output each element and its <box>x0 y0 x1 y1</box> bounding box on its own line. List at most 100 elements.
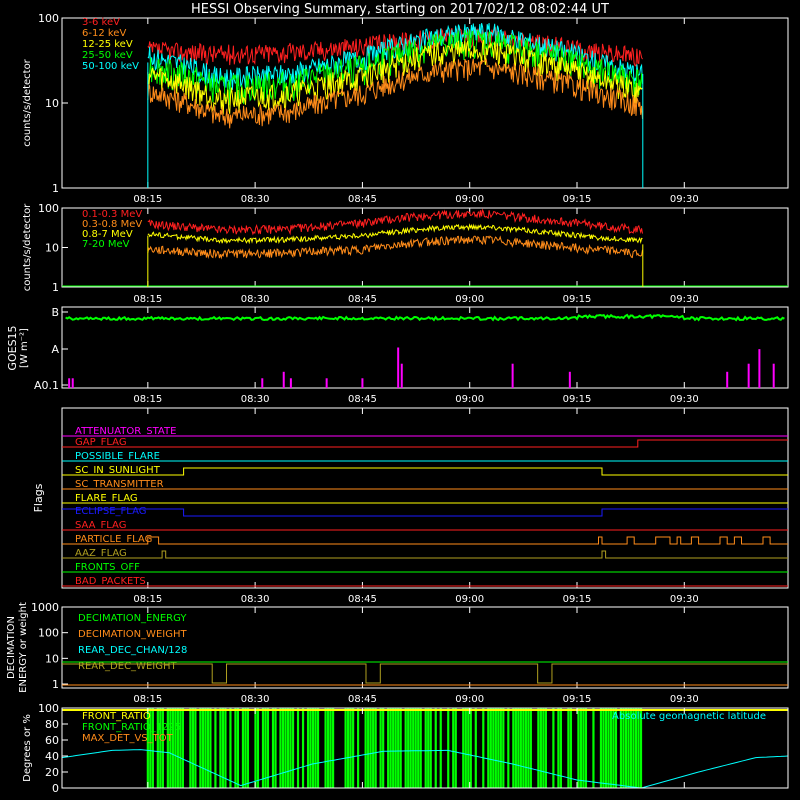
series-3 <box>147 29 643 106</box>
x-tick-label: 08:45 <box>348 694 377 705</box>
x-tick-label: 08:15 <box>133 594 162 605</box>
flag-label: FRONTS_OFF <box>75 562 140 573</box>
y-tick-label: 40 <box>45 750 59 763</box>
rear-dec-weight-line <box>62 663 788 684</box>
x-tick-label: 09:30 <box>670 294 699 305</box>
series-4 <box>147 22 643 90</box>
x-tick-label: 09:30 <box>670 394 699 405</box>
legend-entry: 50-100 keV <box>82 61 139 72</box>
y-tick-label: 60 <box>45 734 59 747</box>
x-tick-label: 09:30 <box>670 194 699 205</box>
legend-entry: DECIMATION_WEIGHT <box>78 629 187 640</box>
legend-entry: 0.1-0.3 MeV <box>82 209 142 220</box>
x-tick-label: 08:30 <box>241 394 270 405</box>
legend-entry: 25-50 keV <box>82 50 133 61</box>
y-tick-label: 100 <box>38 12 59 25</box>
flag-label: FLARE_FLAG <box>75 493 138 504</box>
y-tick-label: 1000 <box>31 601 59 614</box>
goes-panel-frame <box>61 306 789 389</box>
flag-line <box>62 536 788 545</box>
y-tick-label: 100 <box>38 627 59 640</box>
y-axis-label: Degrees or % <box>22 714 33 782</box>
x-tick-label: 08:45 <box>348 294 377 305</box>
x-tick-label: 09:15 <box>563 194 592 205</box>
flag-line <box>62 550 788 559</box>
y-tick-label: 10 <box>45 97 59 110</box>
x-tick-label: 08:30 <box>241 694 270 705</box>
flags-panel-frame <box>61 407 789 589</box>
legend-entry: FRONT_RATIO_1225 <box>82 722 181 733</box>
x-tick-label: 09:15 <box>563 294 592 305</box>
x-tick-label: 08:30 <box>241 294 270 305</box>
flag-label: SAA_FLAG <box>75 520 126 531</box>
x-tick-label: 08:45 <box>348 394 377 405</box>
legend-entry: 6-12 keV <box>82 28 126 39</box>
flag-label: ATTENUATOR_STATE <box>75 426 176 437</box>
goes-flux-line <box>65 313 785 322</box>
x-tick-label: 08:45 <box>348 194 377 205</box>
y-tick-label: 1 <box>52 182 59 195</box>
flag-line <box>62 439 788 448</box>
y-tick-label: 20 <box>45 766 59 779</box>
legend-entry: 0.8-7 MeV <box>82 229 133 240</box>
x-tick-label: 09:15 <box>563 594 592 605</box>
x-tick-label: 08:30 <box>241 594 270 605</box>
y-tick-label: A <box>51 343 59 356</box>
y-axis-label: counts/s/detector <box>22 58 33 146</box>
flag-label: AAZ_FLAG <box>75 548 127 559</box>
x-tick-label: 08:30 <box>241 194 270 205</box>
series-2 <box>147 39 643 115</box>
series-1 <box>147 58 643 129</box>
series-0 <box>147 208 643 236</box>
chart-title: HESSI Observing Summary, starting on 201… <box>191 2 609 17</box>
flag-label: BAD_PACKETS <box>75 576 146 587</box>
x-tick-label: 08:15 <box>133 694 162 705</box>
legend-entry: MAX_DET_VS_TOT <box>82 733 174 744</box>
legend-entry: REAR_DEC_CHAN/128 <box>78 645 187 656</box>
high-energy-panel-frame <box>61 207 789 288</box>
x-tick-label: 09:15 <box>563 694 592 705</box>
y-axis-label: DECIMATION <box>6 616 17 679</box>
y-tick-label: 1 <box>52 281 59 294</box>
legend-entry: 0.3-0.8 MeV <box>82 219 142 230</box>
flag-line <box>62 467 788 476</box>
x-tick-label: 08:15 <box>133 194 162 205</box>
x-tick-label: 09:00 <box>455 294 484 305</box>
series-1 <box>147 235 643 260</box>
decimation-panel-frame <box>61 606 789 689</box>
legend-entry: FRONT_RATIO <box>82 711 151 722</box>
x-tick-label: 09:00 <box>455 594 484 605</box>
series-2 <box>147 223 643 245</box>
y-tick-label: A0.1 <box>34 379 59 392</box>
x-tick-label: 09:30 <box>670 594 699 605</box>
y-tick-label: 100 <box>38 202 59 215</box>
y-tick-label: 10 <box>45 242 59 255</box>
legend-entry: 7-20 MeV <box>82 239 130 250</box>
flag-label: GAP_FLAG <box>75 437 127 448</box>
y-tick-label: 1 <box>52 678 59 691</box>
legend-entry: 12-25 keV <box>82 39 133 50</box>
y-tick-label: 10 <box>45 652 59 665</box>
x-tick-label: 08:15 <box>133 394 162 405</box>
y-axis-label: GOES15 <box>6 325 19 370</box>
y-axis-label: ENERGY or weight <box>18 602 29 693</box>
legend-entry: DECIMATION_ENERGY <box>78 613 187 624</box>
flag-label: ECLIPSE_FLAG <box>75 506 146 517</box>
flag-label: PARTICLE_FLAG <box>75 534 152 545</box>
right-label: Absolute geomagnetic latitude <box>612 711 766 722</box>
x-tick-label: 09:15 <box>563 394 592 405</box>
flag-label: POSSIBLE_FLARE <box>75 451 160 462</box>
y-axis-label: Flags <box>32 483 45 512</box>
legend-entry: 3-6 keV <box>82 17 120 28</box>
y-tick-label: 100 <box>38 702 59 715</box>
y-tick-label: B <box>51 306 59 319</box>
latitude-line <box>61 749 789 789</box>
y-tick-label: 0 <box>52 782 59 795</box>
y-axis-label: counts/s/detector <box>22 203 33 291</box>
x-tick-label: 08:15 <box>133 294 162 305</box>
x-tick-label: 09:00 <box>455 694 484 705</box>
x-tick-label: 08:45 <box>348 594 377 605</box>
flag-label: SC_TRANSMITTER <box>75 479 164 490</box>
